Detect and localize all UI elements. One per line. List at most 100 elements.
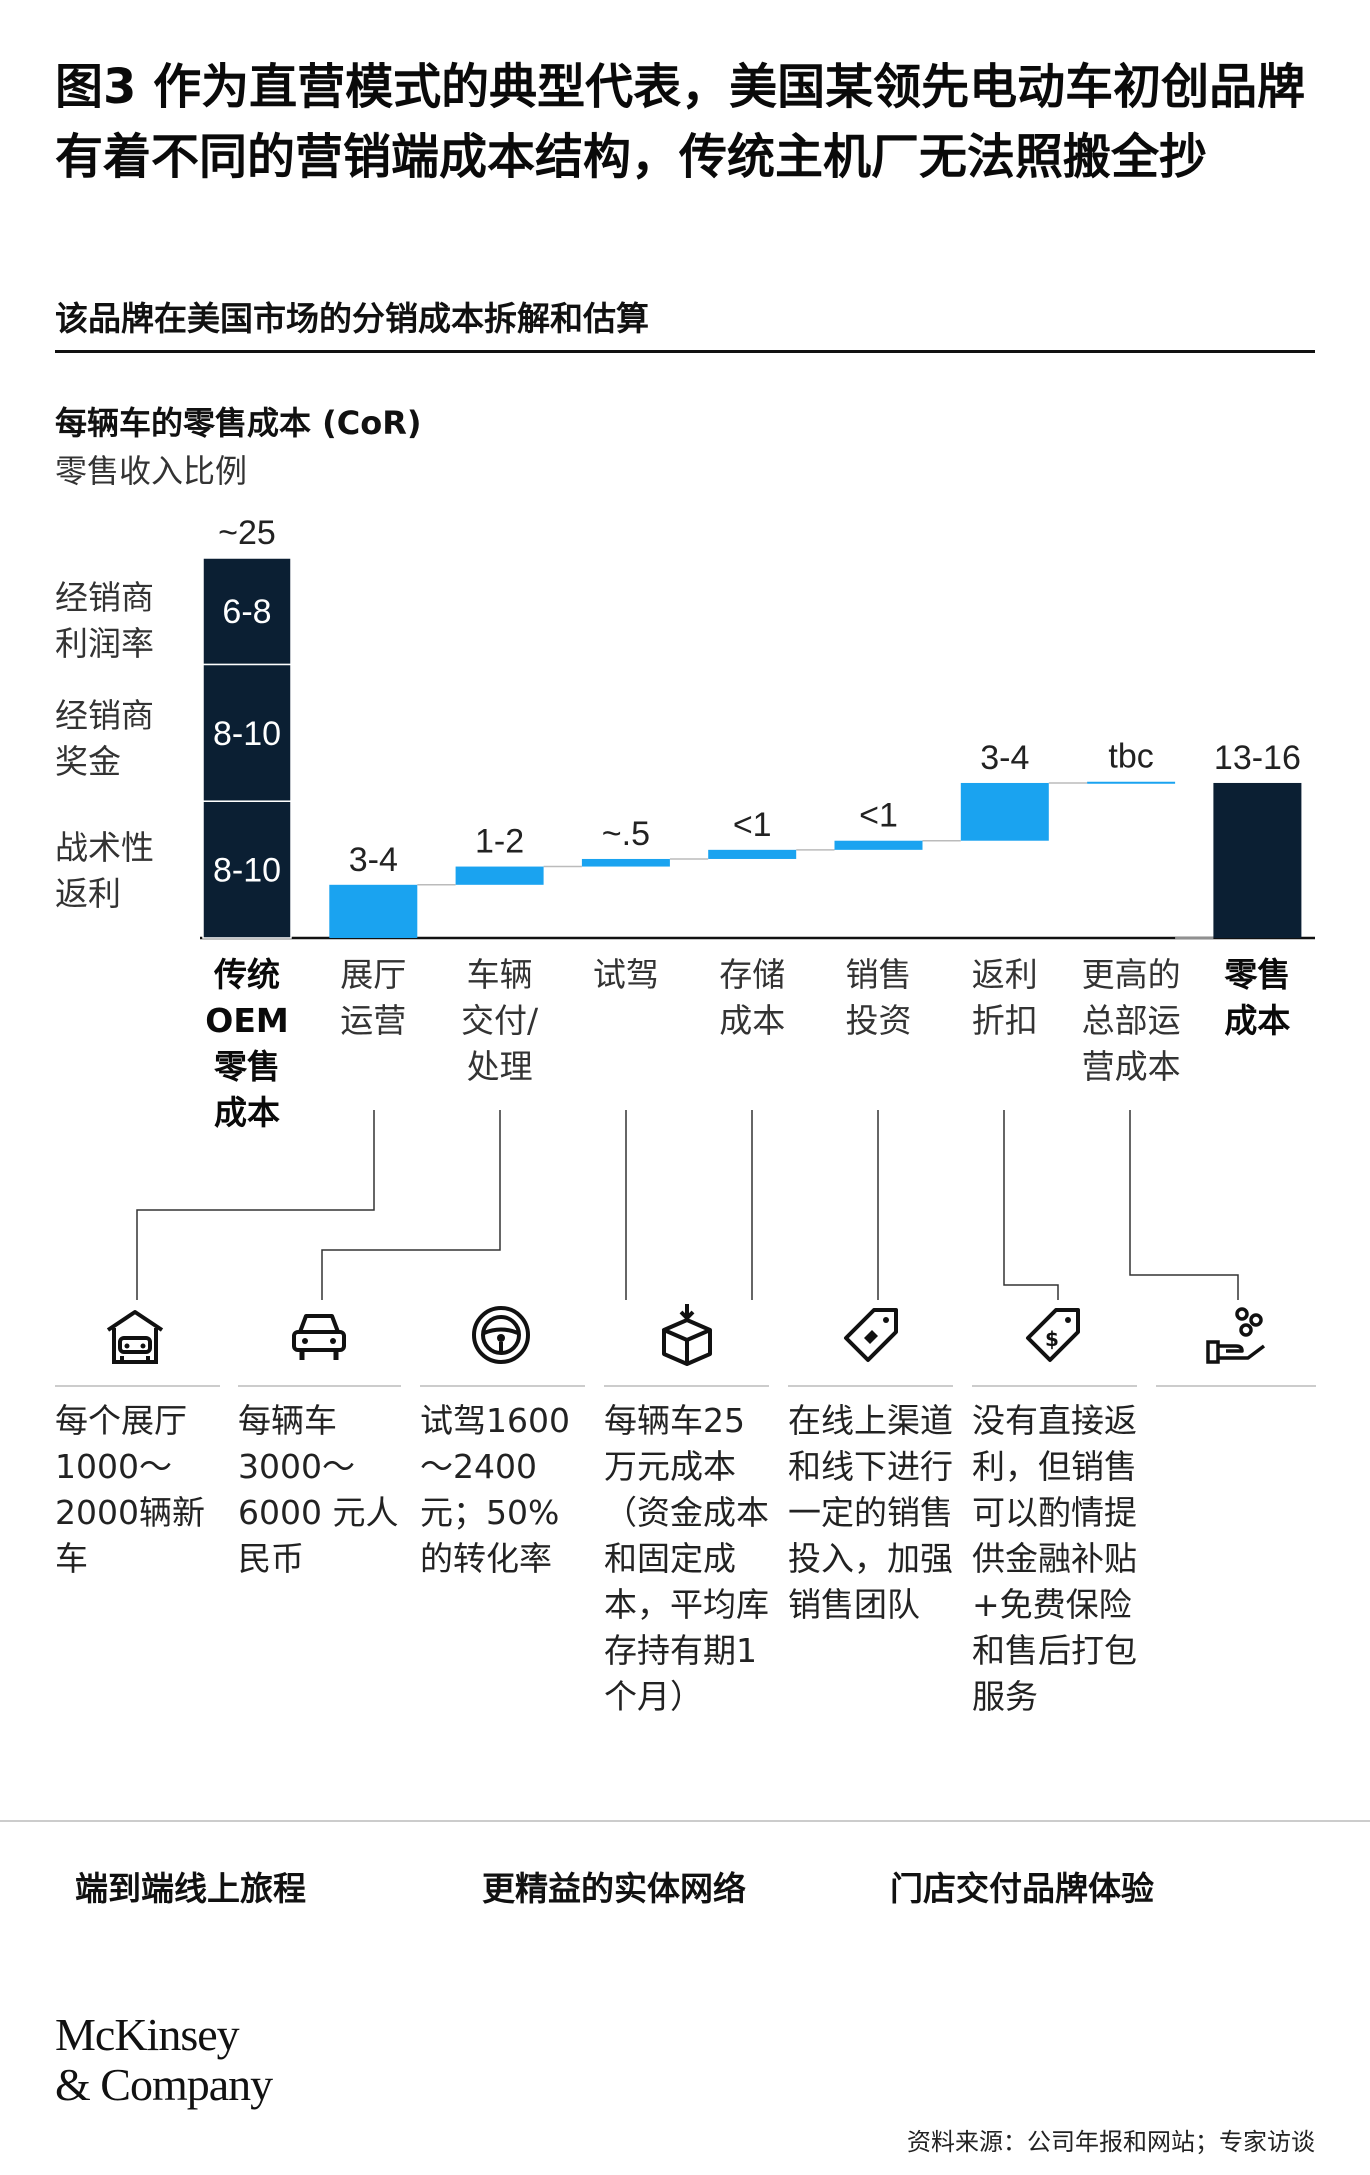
car-icon [292,1314,346,1360]
category-label-line: 成本 [1224,1001,1291,1040]
category-label-line: 试驾 [592,955,659,994]
icon-divider [55,1385,220,1387]
step-bar [455,866,544,885]
icon-divider [788,1385,953,1387]
stack-label-dealer-margin: 经销商 利润率 [55,575,205,667]
icon-divider [420,1385,585,1387]
pillar-store-experience: 门店交付品牌体验 [890,1869,1154,1908]
detail-sales-investment: 在线上渠道和线下进行一定的销售投入，加强销售团队 [788,1401,953,1624]
waterfall-chart: 8-10 8-10 6-8 ~25 3-4 1-2 ~.5 <1 <1 3-4 tbc 13-16 [136,514,1315,1300]
category-label: 销售 投资 [814,952,944,1044]
steering-wheel-icon [472,1306,530,1364]
hand-coins-icon [1206,1307,1266,1364]
segment-value-label: 8-10 [213,852,281,890]
garage-icon [106,1310,164,1364]
icon-divider [604,1385,769,1387]
stack-label-line: 利润率 [55,624,154,663]
category-label-line: 成本 [719,1001,786,1040]
segment-value-label: 6-8 [222,593,271,631]
bar-value-label: 13-16 [1214,739,1301,777]
chart-unit-label: 零售收入比例 [55,452,248,490]
step-bar [581,858,670,867]
logo-line: McKinsey [55,2009,240,2060]
icon-divider [1156,1385,1316,1387]
detail-delivery: 每辆车3000～6000 元人民币 [238,1401,399,1578]
bar-value-label: ~25 [218,514,276,552]
step-bar [708,849,797,859]
segment-value-label: 8-10 [213,715,281,753]
top-divider [55,350,1315,353]
leader-line [1129,1110,1239,1300]
bar-value-label: ~.5 [602,815,650,853]
pillar-online-journey: 端到端线上旅程 [75,1869,306,1908]
stack-label-line: 经销商 [55,578,154,617]
category-label-line: 展厅 [340,955,407,994]
bar-value-label: 1-2 [475,823,524,861]
category-label: 车辆交付/处理 [435,952,565,1090]
category-label-line: 存储 [719,955,786,994]
stack-label-dealer-bonus: 经销商 奖金 [55,693,205,785]
package-icon [662,1304,712,1366]
step-bar [329,884,418,938]
pillar-lean-network: 更精益的实体网络 [482,1869,746,1908]
detail-storage: 每辆车25万元成本（资金成本和固定成本，平均库存持有期1个月） [604,1401,769,1716]
price-tag-icon [844,1308,898,1362]
category-label-line: 销售 [845,955,912,994]
bar-value-label: 3-4 [349,841,398,879]
icon-divider [972,1385,1137,1387]
category-label: 传统 OEM 零售成本 [182,952,312,1136]
category-label: 零售 成本 [1192,952,1322,1044]
mckinsey-logo: McKinsey & Company [55,2009,273,2110]
category-label-line: 处理 [466,1047,533,1086]
logo-line: & Company [55,2059,273,2110]
category-label-line: 传统 [214,955,280,994]
category-label-line: 运营 [340,1001,407,1040]
category-label-line: 零售 [214,1047,280,1086]
stack-label-line: 战术性 [55,828,154,867]
bar-value-label: tbc [1108,738,1153,776]
category-label: 存储 成本 [687,952,817,1044]
step-bar [1087,781,1176,784]
total-bar [1213,782,1302,938]
stack-label-line: 奖金 [55,742,121,781]
leader-line [321,1110,501,1300]
category-label-line: 返利 [971,955,1038,994]
category-label-line: 车辆 [466,955,533,994]
chart-title: 每辆车的零售成本 (CoR) [55,404,422,442]
stack-segment [202,800,292,939]
bottom-divider [0,1820,1370,1822]
category-label: 更高的 总部运 营成本 [1066,952,1196,1090]
stack-label-tactical-rebate: 战术性 返利 [55,825,205,917]
bar-value-label: 3-4 [980,739,1029,777]
stack-label-line: 经销商 [55,696,154,735]
bar-value-label: <1 [859,797,898,835]
category-label-line: 投资 [845,1001,912,1040]
discount-tag-icon: $ [1026,1308,1080,1362]
bar-value-label: <1 [733,806,772,844]
svg-text:$: $ [1045,1327,1059,1351]
stack-segment [202,557,292,666]
detail-showroom: 每个展厅1000～2000辆新车 [55,1401,205,1578]
leader-line [136,1110,375,1300]
category-label-line: 零售 [1224,955,1291,994]
step-bar [834,840,923,850]
leader-line [1003,1110,1059,1300]
page-subtitle: 该品牌在美国市场的分销成本拆解和估算 [55,299,649,338]
step-bar [960,782,1049,841]
icon-divider [238,1385,401,1387]
category-label-line: 营成本 [1081,1047,1181,1086]
category-label-line: 成本 [214,1093,280,1132]
detail-test-drive: 试驾1600～2400元；50%的转化率 [420,1401,570,1578]
page-title: 图3 作为直营模式的典型代表，美国某领先电动车初创品牌有着不同的营销端成本结构，… [55,59,1306,185]
source-note: 资料来源：公司年报和网站；专家访谈 [907,2128,1315,2156]
category-label: 试驾 [561,952,691,998]
category-label-line: 折扣 [971,1001,1038,1040]
category-label-line: 交付/ [461,1001,539,1040]
category-label: 返利 折扣 [940,952,1070,1044]
stack-segment [202,663,292,802]
category-label: 展厅 运营 [308,952,438,1044]
detail-rebate: 没有直接返利，但销售可以酌情提供金融补贴+免费保险和售后打包服务 [972,1401,1137,1716]
category-label-line: OEM [205,1001,289,1040]
category-label-line: 总部运 [1081,1001,1181,1040]
category-label-line: 更高的 [1081,955,1181,994]
